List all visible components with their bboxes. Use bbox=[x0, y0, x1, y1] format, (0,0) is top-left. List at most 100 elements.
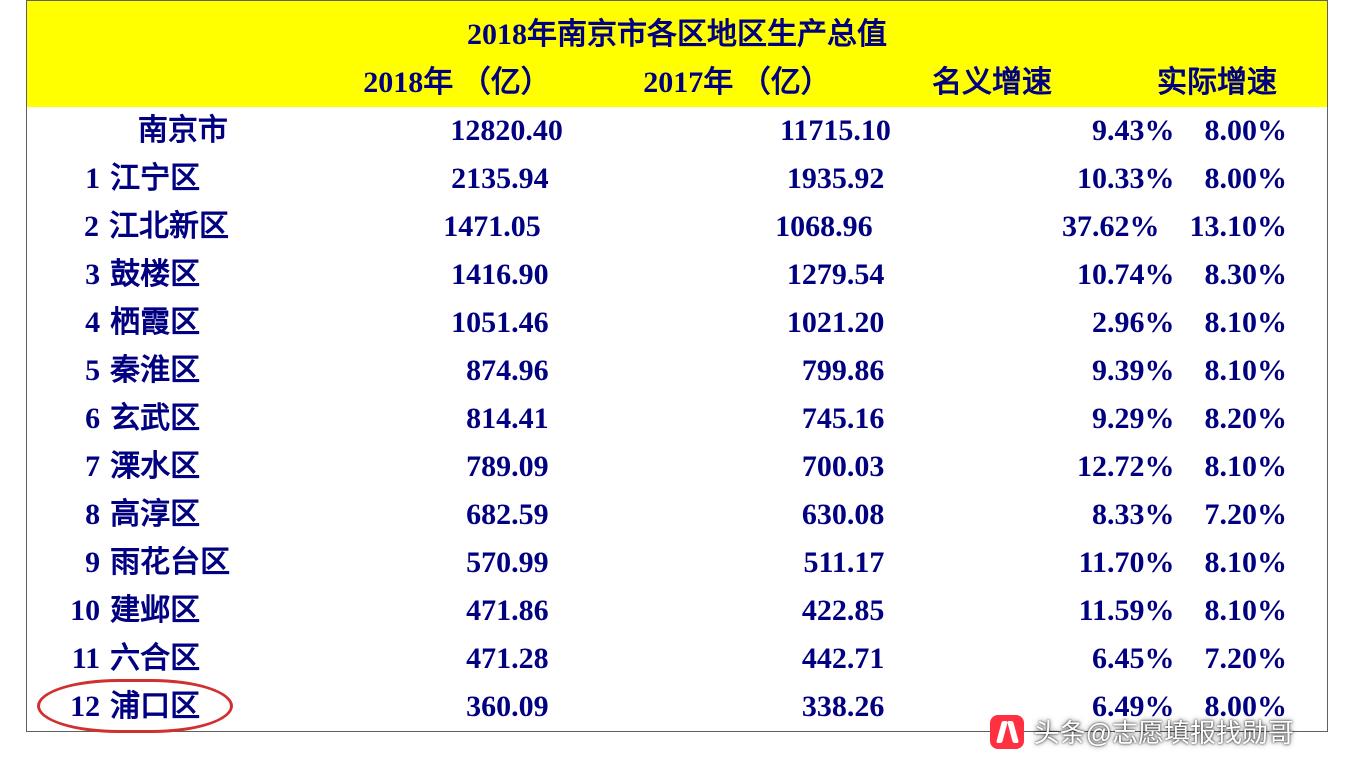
cell-real: 8.10% bbox=[1204, 347, 1327, 395]
cell-2018: 360.09 bbox=[293, 683, 629, 731]
cell-nominal: 12.72% bbox=[964, 443, 1204, 491]
table-row: 3鼓楼区1416.901279.5410.74%8.30% bbox=[27, 251, 1327, 299]
cell-2018: 570.99 bbox=[293, 539, 629, 587]
cell-real: 8.10% bbox=[1204, 299, 1327, 347]
cell-2017: 630.08 bbox=[629, 491, 965, 539]
cell-2018: 814.41 bbox=[293, 395, 629, 443]
cell-real: 8.00% bbox=[1204, 155, 1327, 203]
cell-nominal: 9.39% bbox=[964, 347, 1204, 395]
cell-rank: 6 bbox=[27, 395, 110, 443]
cell-nominal: 2.96% bbox=[964, 299, 1204, 347]
cell-rank: 5 bbox=[27, 347, 110, 395]
cell-rank: 11 bbox=[27, 635, 110, 683]
cell-rank: 7 bbox=[27, 443, 110, 491]
table-header: 2018年南京市各区地区生产总值 2018年 （亿） 2017年 （亿） 名义增… bbox=[27, 1, 1327, 107]
table-row: 7溧水区789.09700.0312.72%8.10% bbox=[27, 443, 1327, 491]
cell-name: 高淳区 bbox=[110, 491, 293, 539]
table-row: 9雨花台区570.99511.1711.70%8.10% bbox=[27, 539, 1327, 587]
cell-name: 鼓楼区 bbox=[110, 251, 293, 299]
cell-2018: 1416.90 bbox=[293, 251, 629, 299]
cell-rank: 10 bbox=[27, 587, 110, 635]
table-row: 1江宁区2135.941935.9210.33%8.00% bbox=[27, 155, 1327, 203]
cell-name: 栖霞区 bbox=[110, 299, 293, 347]
cell-name: 南京市 bbox=[108, 107, 315, 155]
cell-rank: 3 bbox=[27, 251, 110, 299]
column-headers: 2018年 （亿） 2017年 （亿） 名义增速 实际增速 bbox=[27, 57, 1327, 107]
cell-nominal: 9.43% bbox=[971, 107, 1205, 155]
col-rank-spacer bbox=[27, 57, 107, 101]
table-row: 12浦口区360.09338.266.49%8.00% bbox=[27, 683, 1327, 731]
cell-nominal: 8.33% bbox=[964, 491, 1204, 539]
cell-name: 玄武区 bbox=[110, 395, 293, 443]
col-real-header: 实际增速 bbox=[1107, 57, 1327, 101]
table-row: 10建邺区471.86422.8511.59%8.10% bbox=[27, 587, 1327, 635]
cell-2017: 1021.20 bbox=[629, 299, 965, 347]
cell-2018: 471.86 bbox=[293, 587, 629, 635]
cell-2017: 700.03 bbox=[629, 443, 965, 491]
cell-rank: 4 bbox=[27, 299, 110, 347]
cell-2018: 2135.94 bbox=[293, 155, 629, 203]
cell-2018: 1051.46 bbox=[293, 299, 629, 347]
cell-nominal: 11.59% bbox=[964, 587, 1204, 635]
cell-name: 雨花台区 bbox=[110, 539, 293, 587]
table-row: 11六合区471.28442.716.45%7.20% bbox=[27, 635, 1327, 683]
cell-2018: 789.09 bbox=[293, 443, 629, 491]
table-title: 2018年南京市各区地区生产总值 bbox=[27, 9, 1327, 57]
cell-rank: 9 bbox=[27, 539, 110, 587]
cell-2017: 745.16 bbox=[629, 395, 965, 443]
table-row: 4栖霞区1051.461021.202.96%8.10% bbox=[27, 299, 1327, 347]
cell-real: 13.10% bbox=[1190, 203, 1328, 251]
cell-2017: 1935.92 bbox=[629, 155, 965, 203]
cell-real: 8.00% bbox=[1205, 107, 1328, 155]
table-row: 2江北新区1471.051068.9637.62%13.10% bbox=[27, 203, 1327, 251]
col-2017-header: 2017年 （亿） bbox=[597, 57, 877, 101]
table-row: 5秦淮区874.96799.869.39%8.10% bbox=[27, 347, 1327, 395]
cell-name: 六合区 bbox=[110, 635, 293, 683]
cell-2018: 874.96 bbox=[293, 347, 629, 395]
cell-real: 7.20% bbox=[1204, 491, 1327, 539]
col-2018-header: 2018年 （亿） bbox=[317, 57, 597, 101]
cell-name: 浦口区 bbox=[110, 683, 293, 731]
cell-rank: 12 bbox=[27, 683, 110, 731]
cell-real: 8.10% bbox=[1204, 587, 1327, 635]
table-row: 南京市12820.4011715.109.43%8.00% bbox=[27, 107, 1327, 155]
cell-name: 江宁区 bbox=[110, 155, 293, 203]
cell-real: 8.00% bbox=[1204, 683, 1327, 731]
cell-name: 秦淮区 bbox=[110, 347, 293, 395]
cell-2018: 1471.05 bbox=[289, 203, 621, 251]
cell-rank: 8 bbox=[27, 491, 110, 539]
cell-2017: 1068.96 bbox=[621, 203, 953, 251]
cell-real: 7.20% bbox=[1204, 635, 1327, 683]
cell-2017: 442.71 bbox=[629, 635, 965, 683]
cell-2017: 11715.10 bbox=[643, 107, 971, 155]
table-row: 6玄武区814.41745.169.29%8.20% bbox=[27, 395, 1327, 443]
gdp-table: 2018年南京市各区地区生产总值 2018年 （亿） 2017年 （亿） 名义增… bbox=[26, 0, 1328, 732]
cell-nominal: 10.74% bbox=[964, 251, 1204, 299]
cell-2018: 471.28 bbox=[293, 635, 629, 683]
cell-nominal: 37.62% bbox=[953, 203, 1190, 251]
cell-2017: 511.17 bbox=[629, 539, 965, 587]
cell-rank bbox=[27, 107, 108, 155]
cell-real: 8.10% bbox=[1204, 443, 1327, 491]
cell-2018: 682.59 bbox=[293, 491, 629, 539]
cell-2018: 12820.40 bbox=[315, 107, 643, 155]
col-name-spacer bbox=[107, 57, 317, 101]
cell-2017: 338.26 bbox=[629, 683, 965, 731]
cell-2017: 799.86 bbox=[629, 347, 965, 395]
cell-real: 8.20% bbox=[1204, 395, 1327, 443]
table-body: 南京市12820.4011715.109.43%8.00%1江宁区2135.94… bbox=[27, 107, 1327, 731]
table-row: 8高淳区682.59630.088.33%7.20% bbox=[27, 491, 1327, 539]
cell-nominal: 6.45% bbox=[964, 635, 1204, 683]
cell-nominal: 11.70% bbox=[964, 539, 1204, 587]
cell-name: 溧水区 bbox=[110, 443, 293, 491]
cell-nominal: 10.33% bbox=[964, 155, 1204, 203]
col-nominal-header: 名义增速 bbox=[877, 57, 1107, 101]
cell-rank: 2 bbox=[27, 203, 109, 251]
cell-2017: 1279.54 bbox=[629, 251, 965, 299]
cell-2017: 422.85 bbox=[629, 587, 965, 635]
cell-name: 建邺区 bbox=[110, 587, 293, 635]
cell-real: 8.10% bbox=[1204, 539, 1327, 587]
cell-name: 江北新区 bbox=[109, 203, 289, 251]
cell-nominal: 6.49% bbox=[964, 683, 1204, 731]
cell-real: 8.30% bbox=[1204, 251, 1327, 299]
